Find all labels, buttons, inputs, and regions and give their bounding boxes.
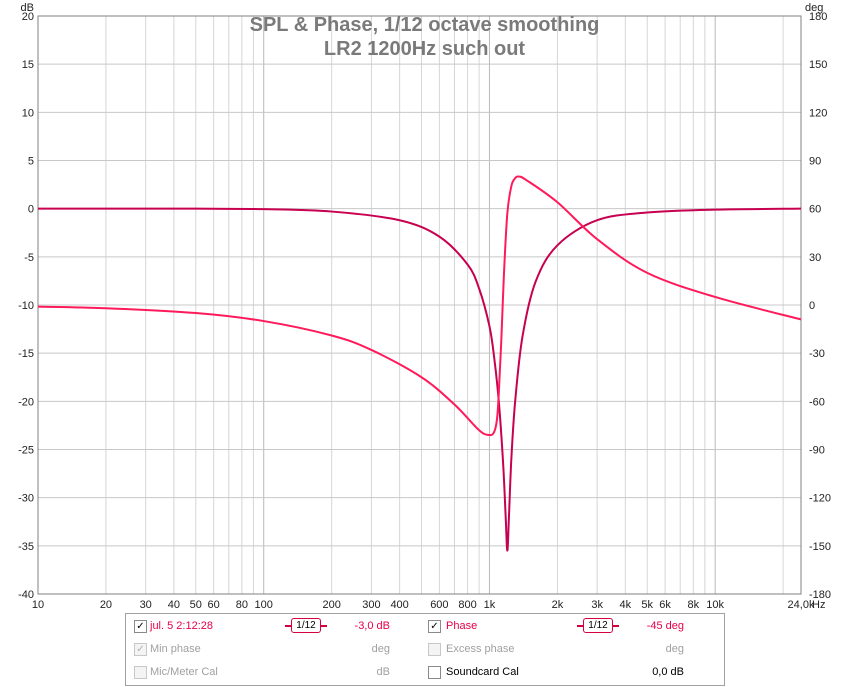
value-min-phase: deg bbox=[371, 643, 390, 655]
plot-frame bbox=[37, 15, 802, 595]
y-tick-label-left: -5 bbox=[24, 252, 34, 264]
y-tick-label-right: 0 bbox=[809, 300, 815, 312]
x-tick-label: 400 bbox=[390, 599, 408, 611]
checkbox-excess-phase[interactable] bbox=[428, 643, 441, 656]
x-tick-label: 5k bbox=[641, 599, 653, 611]
plot-area: 20151050-5-10-15-20-25-30-35-40180150120… bbox=[18, 2, 831, 611]
chart-title: SPL & Phase, 1/12 octave smoothing bbox=[249, 14, 600, 36]
y-tick-label-left: 10 bbox=[22, 107, 34, 119]
x-tick-label: 100 bbox=[255, 599, 273, 611]
y-tick-label-left: 5 bbox=[28, 156, 34, 168]
legend-row-min-phase: ✓ Min phase deg Excess phase deg bbox=[126, 640, 724, 660]
y-tick-label-left: -15 bbox=[18, 348, 34, 360]
series-name-phase: Phase bbox=[446, 620, 478, 632]
x-tick-label: 60 bbox=[208, 599, 220, 611]
legend-row-cal: Mic/Meter Cal dB Soundcard Cal 0,0 dB bbox=[126, 663, 724, 683]
y-tick-label-left: -10 bbox=[18, 300, 34, 312]
series-value-spl: -3,0 dB bbox=[354, 620, 390, 632]
x-tick-label: 10 bbox=[32, 599, 44, 611]
value-soundcard-cal: 0,0 dB bbox=[652, 666, 684, 678]
y-tick-label-right: 90 bbox=[809, 156, 821, 168]
y-tick-label-right: -60 bbox=[809, 396, 825, 408]
x-tick-label: 8k bbox=[687, 599, 699, 611]
x-tick-label: 6k bbox=[659, 599, 671, 611]
value-mic-meter-cal: dB bbox=[376, 666, 390, 678]
legend-panel: ✓ jul. 5 2:12:28 1/12 -3,0 dB ✓ Phase 1/… bbox=[125, 613, 725, 686]
x-tick-label: 50 bbox=[190, 599, 202, 611]
label-soundcard-cal: Soundcard Cal bbox=[446, 666, 519, 678]
x-tick-label: 40 bbox=[168, 599, 180, 611]
x-tick-label: 800 bbox=[458, 599, 476, 611]
x-tick-label: 4k bbox=[620, 599, 632, 611]
value-excess-phase: deg bbox=[665, 643, 684, 655]
y-tick-label-right: 120 bbox=[809, 107, 827, 119]
smoothing-button-spl[interactable]: 1/12 bbox=[285, 618, 327, 633]
checkbox-mic-meter-cal[interactable] bbox=[134, 666, 147, 679]
spl-curve bbox=[37, 207, 802, 552]
y-tick-label-right: 30 bbox=[809, 252, 821, 264]
y-tick-label-left: -25 bbox=[18, 445, 34, 457]
y-tick-label-right: 180 bbox=[809, 11, 827, 23]
label-mic-meter-cal: Mic/Meter Cal bbox=[150, 666, 218, 678]
series-name-spl: jul. 5 2:12:28 bbox=[150, 620, 213, 632]
y-tick-label-left: 15 bbox=[22, 59, 34, 71]
x-tick-label: 24,0k bbox=[788, 599, 815, 611]
x-axis-unit: Hz bbox=[812, 599, 825, 611]
checkbox-spl[interactable]: ✓ bbox=[134, 620, 147, 633]
x-tick-label: 600 bbox=[430, 599, 448, 611]
label-min-phase: Min phase bbox=[150, 643, 201, 655]
label-excess-phase: Excess phase bbox=[446, 643, 515, 655]
y-tick-label-left: -35 bbox=[18, 541, 34, 553]
x-tick-label: 30 bbox=[140, 599, 152, 611]
x-tick-label: 10k bbox=[706, 599, 724, 611]
phase-curve bbox=[37, 175, 802, 437]
y-tick-label-right: -150 bbox=[809, 541, 831, 553]
x-tick-label: 20 bbox=[100, 599, 112, 611]
x-tick-label: 1k bbox=[484, 599, 496, 611]
checkbox-soundcard-cal[interactable] bbox=[428, 666, 441, 679]
smoothing-button-phase[interactable]: 1/12 bbox=[577, 618, 619, 633]
x-tick-label: 2k bbox=[552, 599, 564, 611]
y-tick-label-right: -90 bbox=[809, 445, 825, 457]
y-tick-label-left: -30 bbox=[18, 493, 34, 505]
x-tick-label: 80 bbox=[236, 599, 248, 611]
y-tick-label-right: 150 bbox=[809, 59, 827, 71]
left-axis-unit: dB bbox=[21, 2, 34, 14]
y-tick-label-right: -180 bbox=[809, 589, 831, 601]
y-tick-label-left: -40 bbox=[18, 589, 34, 601]
checkbox-phase[interactable]: ✓ bbox=[428, 620, 441, 633]
x-tick-label: 3k bbox=[591, 599, 603, 611]
y-tick-label-left: 20 bbox=[22, 11, 34, 23]
y-tick-label-left: 0 bbox=[28, 204, 34, 216]
x-tick-label: 200 bbox=[322, 599, 340, 611]
y-tick-label-right: -30 bbox=[809, 348, 825, 360]
y-tick-label-left: -20 bbox=[18, 396, 34, 408]
x-tick-label: 300 bbox=[362, 599, 380, 611]
legend-row-spl: ✓ jul. 5 2:12:28 1/12 -3,0 dB ✓ Phase 1/… bbox=[126, 617, 724, 637]
y-tick-label-right: -120 bbox=[809, 493, 831, 505]
right-axis-unit: deg bbox=[805, 2, 823, 14]
series-value-phase: -45 deg bbox=[646, 620, 684, 632]
y-tick-label-right: 60 bbox=[809, 204, 821, 216]
chart-subtitle: LR2 1200Hz such out bbox=[323, 38, 526, 60]
checkbox-min-phase[interactable]: ✓ bbox=[134, 643, 147, 656]
